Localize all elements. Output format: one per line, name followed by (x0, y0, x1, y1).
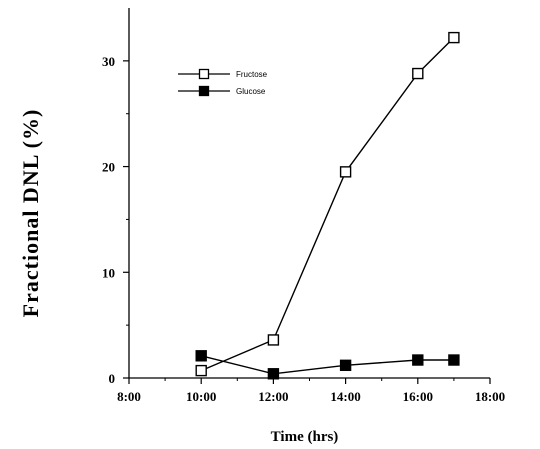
y-axis-title: Fractional DNL (%) (18, 109, 43, 318)
y-ticks: 0 10 20 30 (102, 54, 129, 386)
legend: Fructose Glucose (178, 68, 268, 97)
y-tick-label: 30 (102, 54, 115, 69)
series-points (195, 31, 460, 380)
data-point-glucose (267, 368, 280, 380)
x-tick-label: 10:00 (186, 389, 216, 404)
data-point-glucose (195, 350, 207, 362)
axes (128, 8, 490, 379)
x-tick-label: 12:00 (258, 389, 288, 404)
x-tick-label: 18:00 (475, 389, 505, 404)
y-tick-label: 0 (109, 371, 116, 386)
x-tick-label: 8:00 (117, 389, 141, 404)
data-point-glucose (339, 359, 352, 372)
data-point-fructose (412, 67, 424, 80)
x-tick-label: 14:00 (330, 389, 360, 404)
data-point-fructose (448, 31, 460, 44)
legend-marker-glucose (198, 85, 210, 97)
legend-label-glucose: Glucose (236, 87, 266, 96)
x-tick-label: 16:00 (403, 389, 433, 404)
data-point-glucose (412, 354, 424, 366)
legend-marker-fructose (198, 68, 210, 80)
data-point-fructose (339, 166, 352, 178)
legend-label-fructose: Fructose (236, 70, 268, 79)
x-axis-title: Time (hrs) (271, 429, 339, 445)
data-point-fructose (267, 334, 280, 346)
data-point-fructose (195, 364, 207, 377)
data-point-glucose (448, 354, 460, 366)
x-ticks: 8:00 10:00 12:00 14:00 16:00 18:00 (117, 378, 505, 404)
y-tick-label: 20 (102, 160, 115, 175)
y-tick-label: 10 (102, 265, 115, 280)
